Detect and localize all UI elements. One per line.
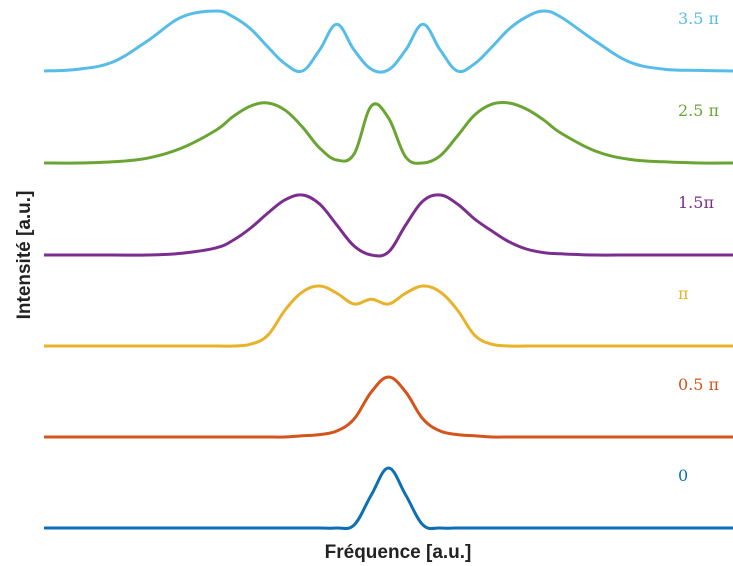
series-label: 2.5 π	[678, 101, 719, 120]
series-line	[44, 466, 733, 531]
series-label: 0	[678, 466, 688, 485]
y-axis-label: Intensité [a.u.]	[14, 191, 35, 320]
series-label: 3.5 π	[678, 9, 719, 28]
series-label: π	[678, 284, 689, 303]
series-line	[44, 193, 733, 258]
series-line	[43, 100, 733, 165]
series-line	[44, 284, 733, 348]
curves-group	[43, 9, 733, 531]
series-label: 0.5 π	[678, 375, 719, 394]
x-axis-label: Fréquence [a.u.]	[325, 542, 472, 563]
series-line	[44, 375, 733, 439]
series-labels-group: 0 0.5 π π 1.5π 2.5 π 3.5 π	[678, 9, 719, 485]
series-label: 1.5π	[678, 193, 714, 212]
series-line	[43, 9, 733, 74]
